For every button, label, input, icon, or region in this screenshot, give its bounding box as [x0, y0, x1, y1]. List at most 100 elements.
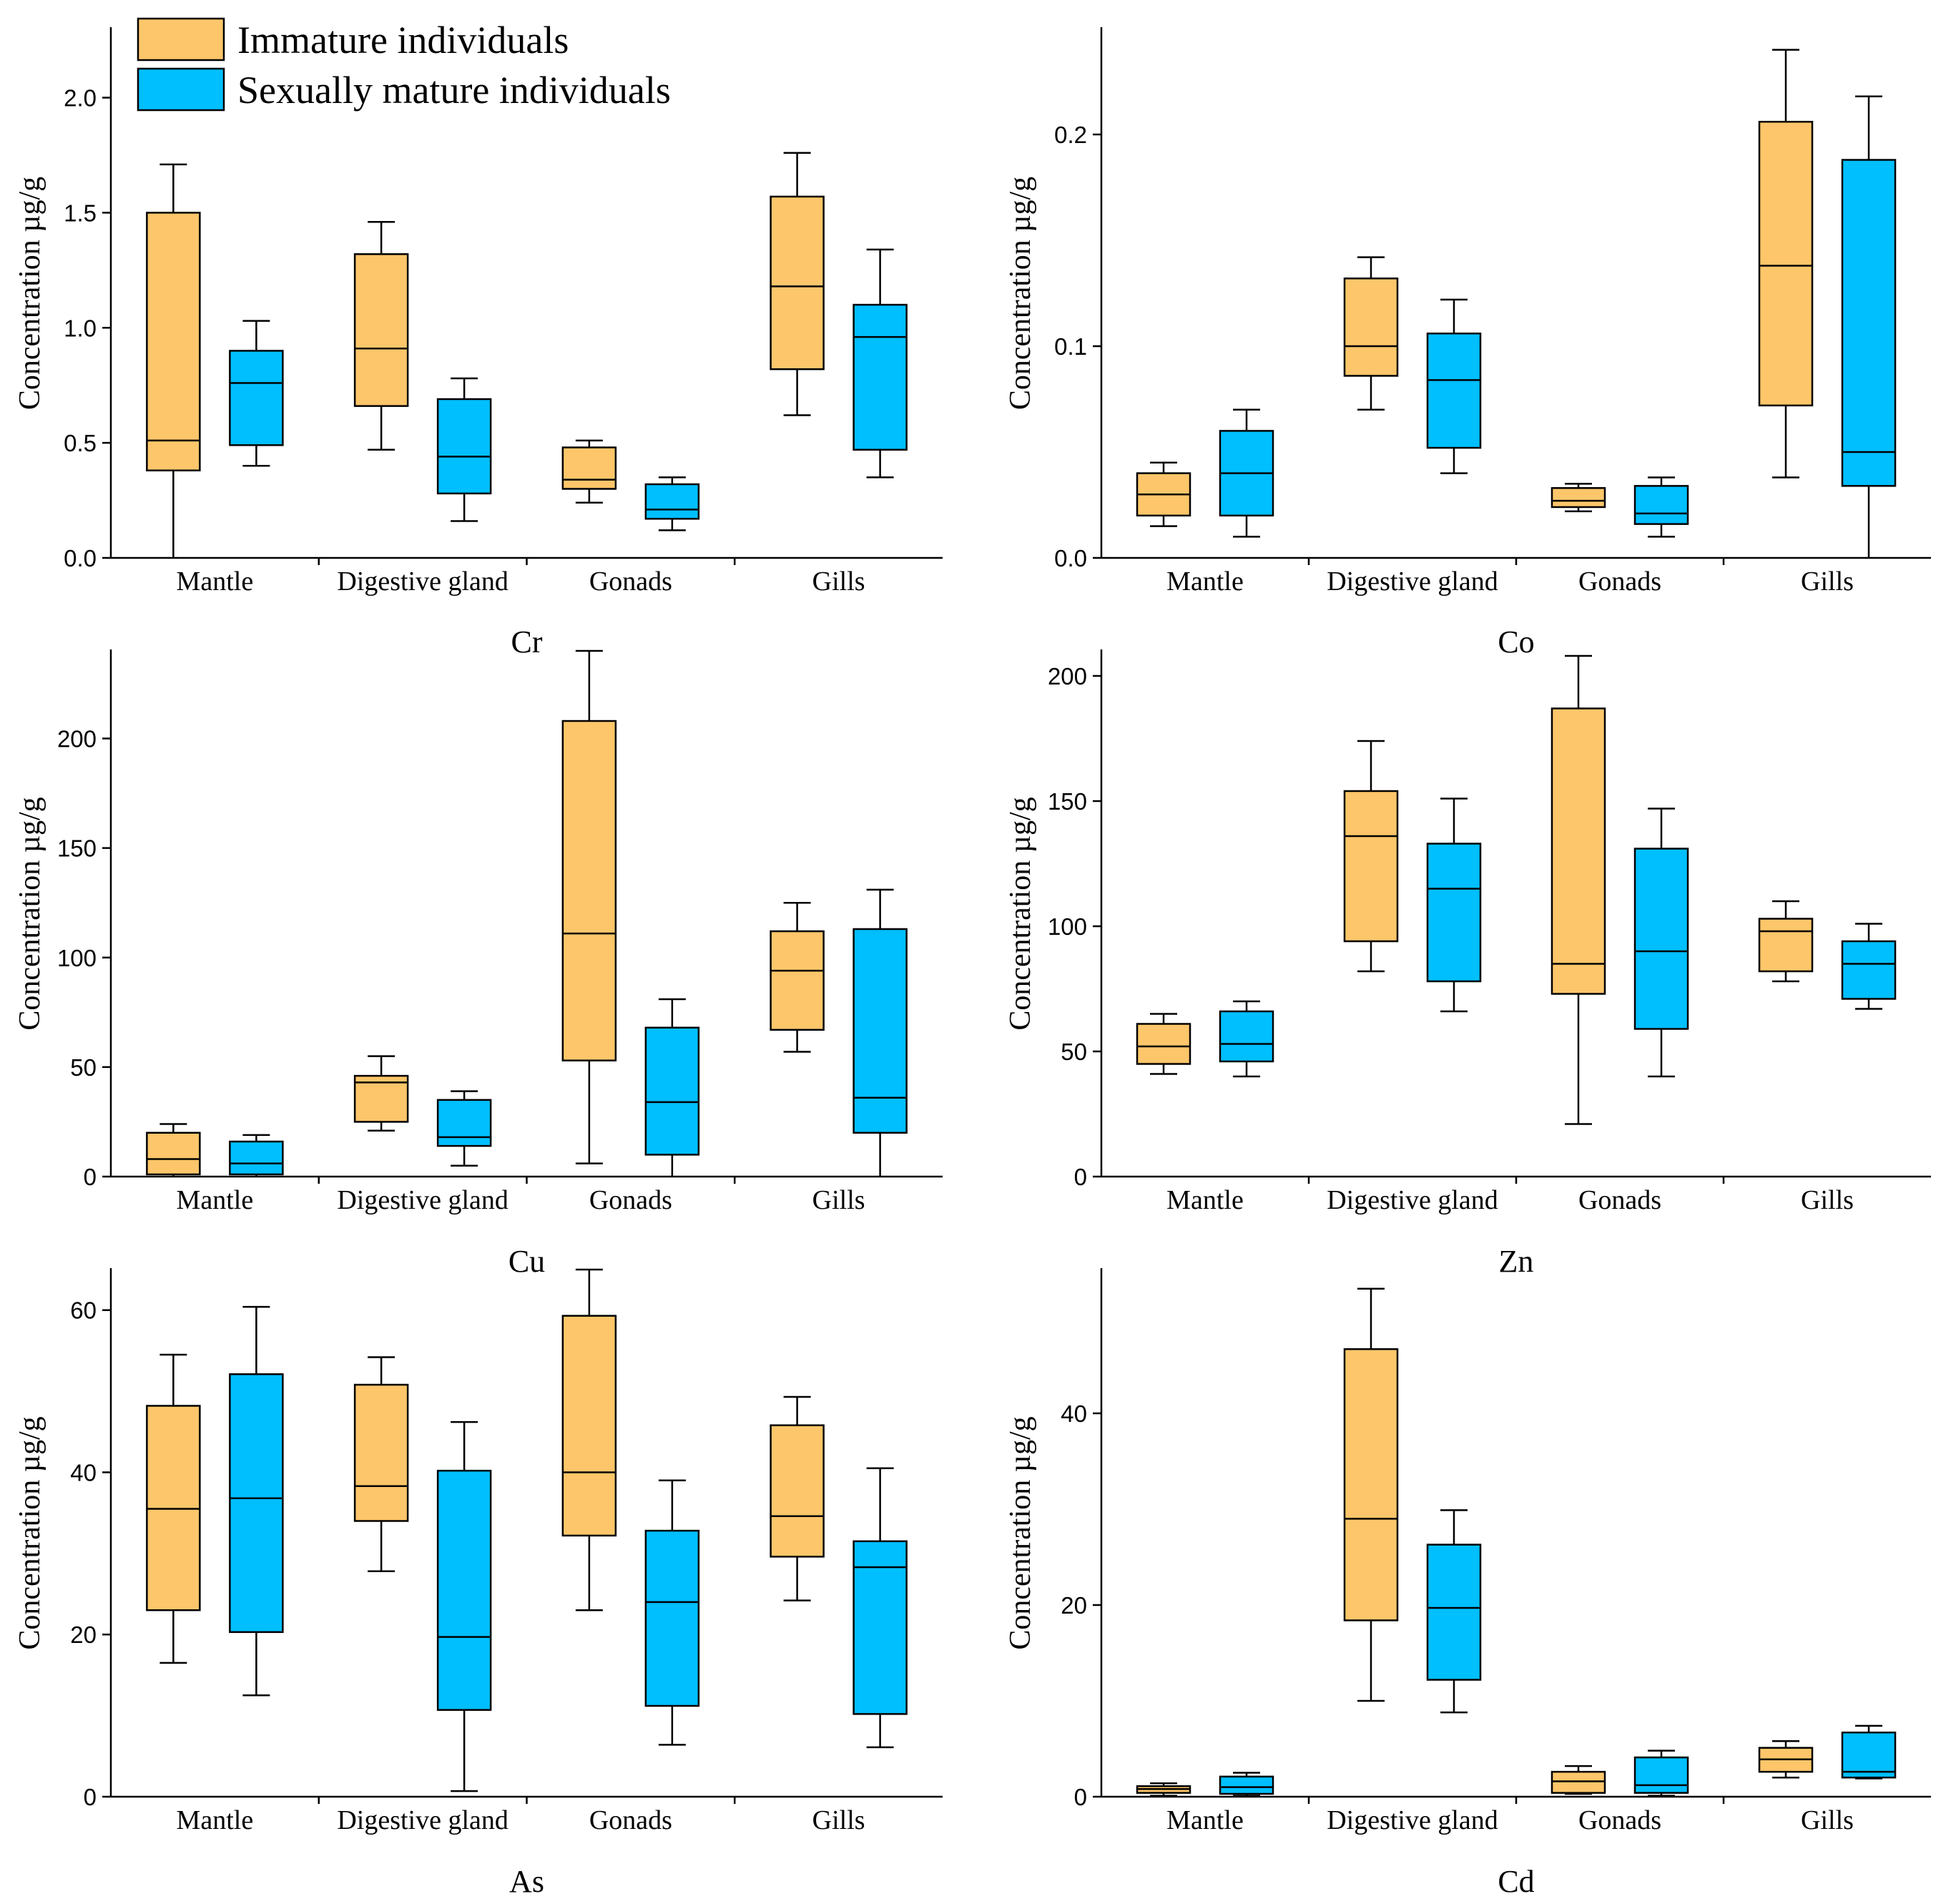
box-mature-digestive-gland — [1426, 1509, 1482, 1714]
box-mature-gills — [852, 888, 908, 1177]
x-tick-label: Mantle — [1166, 1185, 1244, 1215]
box-mature-mantle — [229, 1134, 284, 1177]
box-body — [561, 720, 617, 1061]
box-body — [770, 930, 825, 1031]
box-body — [1343, 278, 1399, 377]
box-immature-gills — [770, 1395, 825, 1601]
y-axis-label: Concentration µg/g — [1004, 1416, 1037, 1649]
x-tick-label: Gills — [1801, 1185, 1854, 1215]
box-immature-gills — [1758, 900, 1814, 983]
box-body — [770, 195, 825, 371]
box-immature-mantle — [1136, 461, 1191, 527]
box-mature-gonads — [644, 998, 700, 1177]
x-tick-label: Digestive gland — [337, 1185, 508, 1215]
box-body — [770, 1424, 825, 1558]
box-mature-gonads — [1633, 476, 1689, 538]
y-axis-label: Concentration µg/g — [14, 177, 46, 410]
y-tick-label: 50 — [70, 1054, 97, 1081]
box-body — [1633, 485, 1689, 525]
box-immature-digestive-gland — [1343, 1287, 1399, 1702]
box-body — [1219, 1010, 1274, 1063]
x-tick-label: Gonads — [1578, 566, 1661, 597]
box-immature-digestive-gland — [1343, 740, 1399, 973]
box-mature-mantle — [1219, 1000, 1274, 1078]
legend-label: Immature individuals — [237, 19, 569, 62]
box-body — [436, 1099, 492, 1147]
box-body — [1551, 1770, 1606, 1794]
box-body — [644, 1026, 700, 1156]
chart-panel-as: 0 20 40 60 Mantle Digestive gland Gonads Gills C… — [14, 1268, 943, 1899]
panel-title: Co — [1498, 624, 1534, 659]
y-tick-label: 2.0 — [64, 85, 97, 112]
panel-title: Zn — [1499, 1244, 1534, 1279]
box-mature-digestive-gland — [436, 1420, 492, 1792]
box-immature-digestive-gland — [353, 221, 409, 451]
box-body — [1758, 120, 1814, 407]
box-body — [1841, 1731, 1897, 1779]
box-mature-mantle — [1219, 1772, 1274, 1797]
chart-panel-cd: 0 20 40 Mantle Digestive gland Gonads Gills Con… — [1004, 1268, 1931, 1899]
box-body — [1343, 1348, 1399, 1621]
y-tick-label: 0.1 — [1054, 333, 1087, 360]
box-body — [1841, 159, 1897, 487]
panel-title: Cr — [511, 624, 543, 659]
box-body — [146, 212, 201, 471]
box-body — [1426, 843, 1482, 983]
y-tick-label: 20 — [70, 1621, 97, 1648]
box-mature-gonads — [1633, 808, 1689, 1078]
legend-label: Sexually mature individuals — [237, 69, 671, 112]
box-mature-gonads — [1633, 1750, 1689, 1797]
box-body — [1426, 1544, 1482, 1681]
box-immature-gonads — [561, 439, 617, 504]
box-immature-gonads — [1551, 654, 1606, 1125]
box-mature-gonads — [644, 476, 700, 531]
box-mature-gills — [1841, 923, 1897, 1010]
box-body — [436, 1469, 492, 1711]
x-tick-label: Digestive gland — [337, 566, 508, 597]
y-tick-label: 20 — [1061, 1592, 1087, 1619]
y-axis-label: Concentration µg/g — [14, 1416, 46, 1649]
box-body — [229, 1140, 284, 1176]
x-tick-label: Gonads — [1578, 1805, 1661, 1835]
box-mature-digestive-gland — [436, 1090, 492, 1167]
box-immature-digestive-gland — [353, 1055, 409, 1132]
y-tick-label: 60 — [70, 1297, 97, 1324]
x-tick-label: Gills — [812, 1185, 865, 1215]
x-tick-label: Mantle — [177, 566, 254, 597]
box-body — [644, 483, 700, 520]
box-body — [1219, 1775, 1274, 1795]
box-body — [1551, 487, 1606, 509]
y-tick-label: 0 — [1074, 1164, 1087, 1190]
y-tick-label: 40 — [1061, 1400, 1087, 1427]
chart-panel-zn: 0 50 100 150 200 Mantle Digestive gland Gonads G… — [1004, 649, 1931, 1279]
box-mature-gonads — [644, 1479, 700, 1746]
box-immature-mantle — [1136, 1782, 1191, 1797]
legend-swatch — [137, 67, 225, 112]
legend: Immature individuals Sexually mature indi… — [137, 17, 671, 112]
box-immature-gonads — [561, 649, 617, 1164]
box-body — [353, 1074, 409, 1123]
box-immature-mantle — [146, 1123, 201, 1177]
box-mature-gills — [852, 1467, 908, 1749]
y-tick-label: 0.5 — [64, 430, 97, 456]
box-body — [1633, 1756, 1689, 1794]
panel-title: Cd — [1498, 1864, 1534, 1899]
y-tick-label: 200 — [57, 726, 97, 752]
box-immature-mantle — [146, 163, 201, 558]
box-body — [1136, 1023, 1191, 1065]
y-tick-label: 100 — [1048, 913, 1087, 940]
box-immature-digestive-gland — [353, 1356, 409, 1573]
box-body — [1551, 707, 1606, 995]
x-tick-label: Gills — [1801, 566, 1854, 597]
y-tick-label: 100 — [57, 945, 97, 971]
x-tick-label: Gills — [812, 1805, 865, 1835]
chart-panel-cr: 0.0 0.5 1.0 1.5 2.0 Mantle Digestive gland Gona… — [14, 27, 943, 659]
legend-swatch — [137, 17, 225, 62]
box-body — [1841, 940, 1897, 1000]
x-tick-label: Gonads — [589, 1185, 672, 1215]
box-body — [852, 928, 908, 1134]
x-tick-label: Digestive gland — [1327, 566, 1498, 597]
box-body — [852, 1540, 908, 1715]
y-tick-label: 50 — [1061, 1039, 1087, 1065]
box-body — [644, 1529, 700, 1707]
